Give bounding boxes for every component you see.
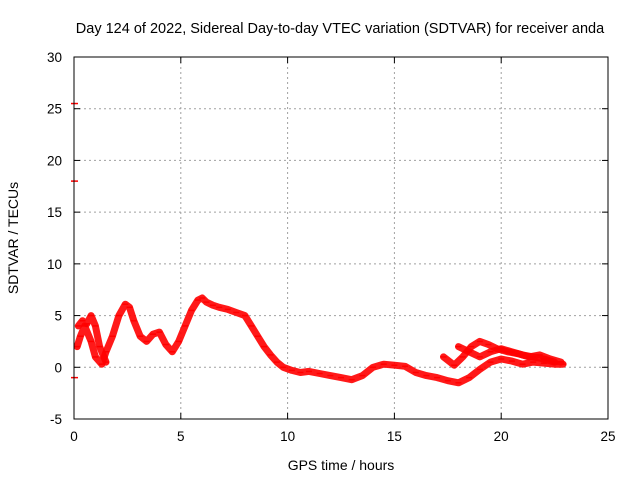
y-tick-label: 5 [54,309,62,324]
x-tick-label: 5 [177,429,185,444]
plot-frame [73,56,609,420]
x-tick-label: 25 [600,429,615,444]
x-tick-label: 15 [387,429,402,444]
series-track-late-mid [455,343,559,366]
x-tick-label: 0 [70,429,78,444]
series-track-early-lobe [74,312,110,366]
y-tick-label: 10 [47,257,62,272]
plot-data [71,102,567,387]
y-tick-label: 0 [54,360,62,375]
x-axis-label: GPS time / hours [288,457,395,473]
x-tick-label: 20 [494,429,509,444]
series-band [73,294,567,387]
grid-lines [74,57,608,419]
y-tick-label: 25 [47,102,62,117]
x-tick-label: 10 [280,429,295,444]
y-tick-label: 15 [47,205,62,220]
y-axis-label: SDTVAR / TECUs [5,182,21,294]
y-tick-label: 20 [47,153,62,168]
y-tick-label: 30 [47,50,62,65]
series-band [455,343,559,366]
chart-title: Day 124 of 2022, Sidereal Day-to-day VTE… [76,21,605,37]
y-tick-label: -5 [50,412,62,427]
series-track-main [73,294,567,387]
